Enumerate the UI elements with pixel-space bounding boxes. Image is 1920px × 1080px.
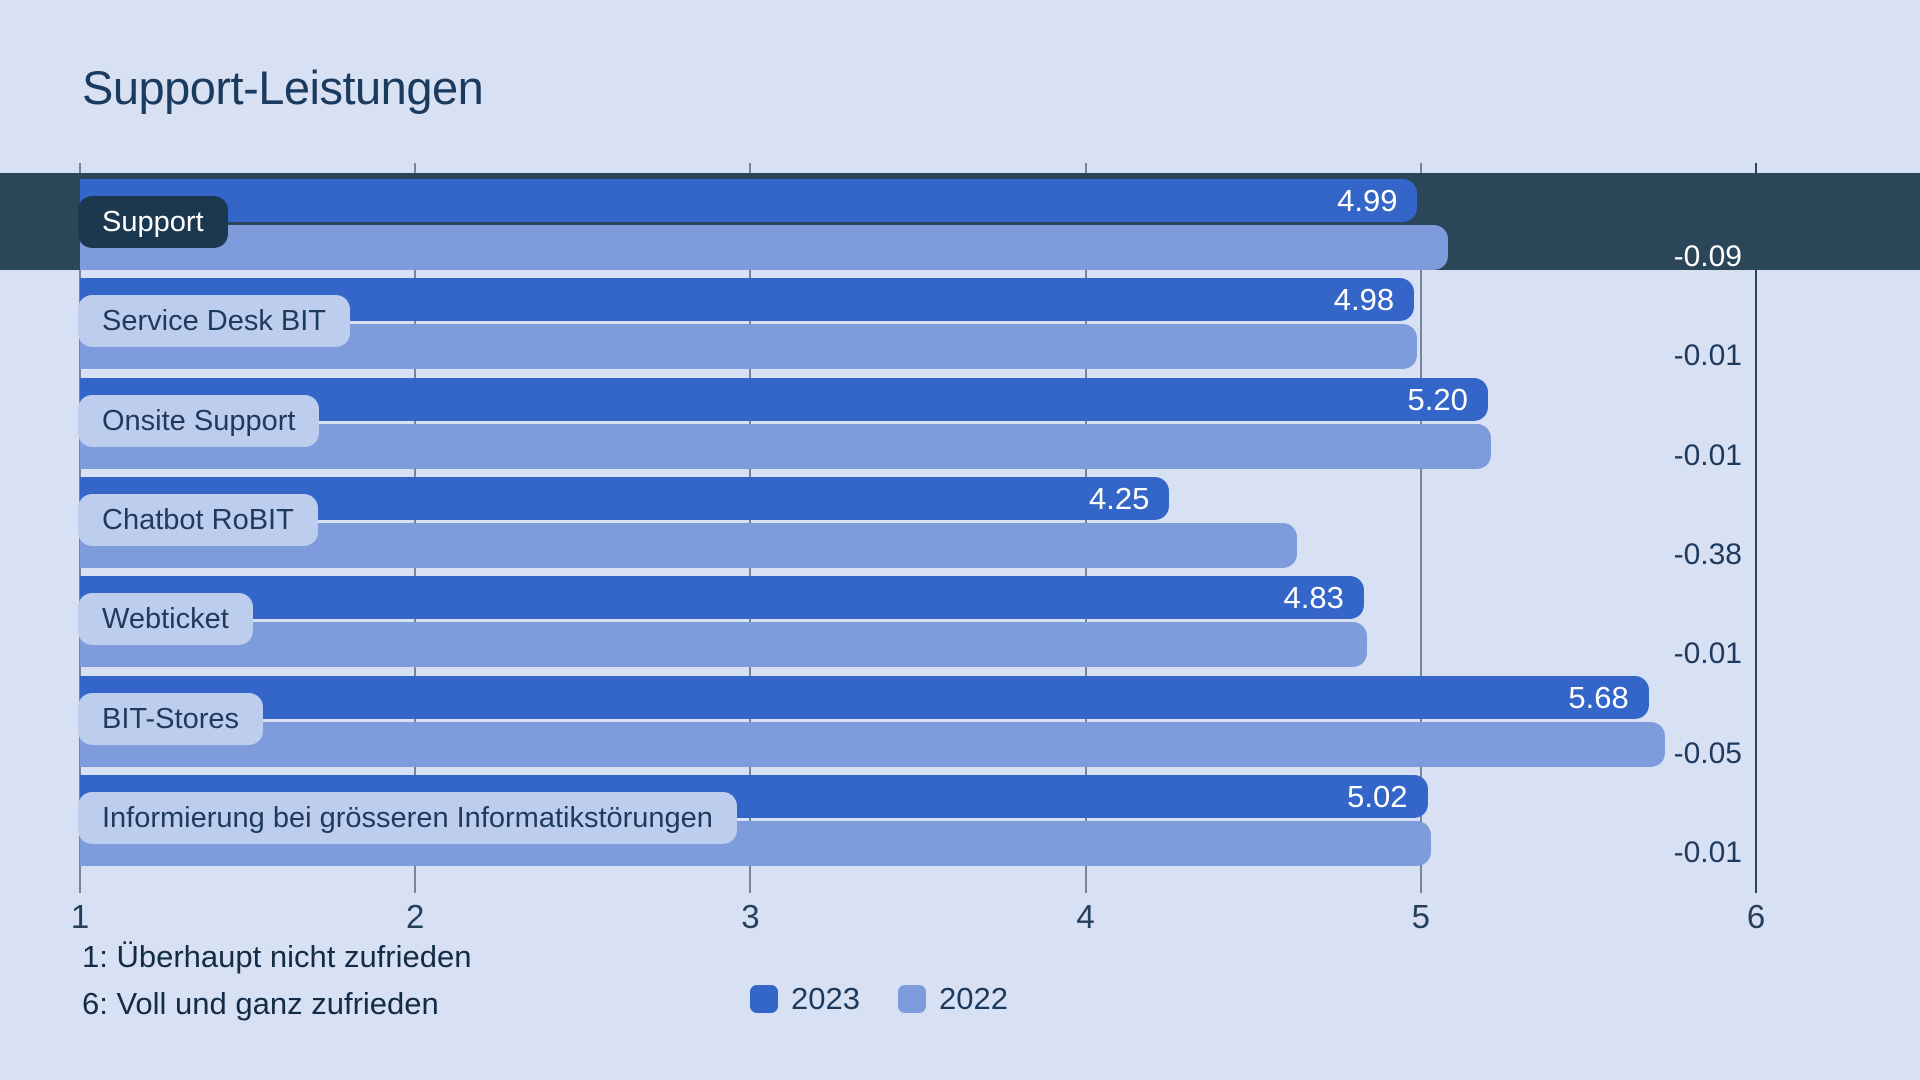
bar-value-label: 4.25 bbox=[1089, 480, 1150, 516]
category-label: Onsite Support bbox=[78, 394, 320, 447]
chart-row: 5.68 BIT-Stores -0.05 bbox=[0, 670, 1920, 769]
diff-label: -0.38 bbox=[1673, 537, 1742, 571]
diff-label: -0.01 bbox=[1673, 637, 1742, 671]
chart-legend: 2023 2022 bbox=[750, 981, 1008, 1017]
legend-label-2023: 2023 bbox=[791, 981, 860, 1016]
axis-line bbox=[1755, 163, 1757, 893]
x-tick-label: 4 bbox=[1076, 898, 1095, 935]
category-label: Webticket bbox=[78, 593, 253, 646]
x-axis: 1 2 3 4 5 6 bbox=[0, 898, 1920, 938]
legend-swatch-2023-icon bbox=[750, 985, 778, 1013]
bar-value-label: 5.02 bbox=[1347, 778, 1408, 814]
x-tick-label: 6 bbox=[1746, 898, 1766, 935]
chart-row: 5.02 Informierung bei grösseren Informati… bbox=[0, 769, 1920, 868]
scale-notes: 1: Überhaupt nicht zufrieden 6: Voll und… bbox=[82, 933, 471, 1027]
diff-label: -0.09 bbox=[1673, 240, 1742, 273]
bar-value-label: 4.83 bbox=[1283, 580, 1344, 616]
diff-label: -0.01 bbox=[1673, 438, 1742, 472]
chart-row: 4.98 Service Desk BIT -0.01 bbox=[0, 272, 1920, 371]
bar-chart: 4.99 Support -0.09 4.98 Service Desk BIT -0.0… bbox=[0, 163, 1920, 893]
bar-2023: 4.83 bbox=[80, 576, 1364, 620]
category-label: Chatbot RoBIT bbox=[78, 493, 318, 546]
legend-label-2022: 2022 bbox=[938, 981, 1008, 1016]
legend-item-2022: 2022 bbox=[897, 981, 1008, 1017]
category-label: Service Desk BIT bbox=[78, 295, 350, 348]
scale-note-max: 6: Voll und ganz zufrieden bbox=[82, 986, 439, 1021]
category-label: Support bbox=[78, 196, 228, 248]
x-tick-label: 3 bbox=[741, 898, 760, 935]
gridline-5 bbox=[1419, 163, 1422, 893]
chart-row: 4.25 Chatbot RoBIT -0.38 bbox=[0, 471, 1920, 570]
diff-label: -0.05 bbox=[1673, 736, 1742, 770]
bar-value-label: 4.98 bbox=[1333, 282, 1395, 318]
bar-2022 bbox=[80, 721, 1666, 767]
bar-value-label: 5.20 bbox=[1407, 381, 1468, 417]
category-label: BIT-Stores bbox=[78, 692, 263, 745]
bar-2023: 4.99 bbox=[80, 179, 1418, 222]
diff-label: -0.01 bbox=[1673, 339, 1742, 373]
chart-row: 4.83 Webticket -0.01 bbox=[0, 570, 1920, 669]
bar-value-label: 5.68 bbox=[1568, 679, 1629, 715]
bar-2022 bbox=[80, 225, 1448, 270]
diff-label: -0.01 bbox=[1673, 835, 1742, 869]
chart-row: 5.20 Onsite Support -0.01 bbox=[0, 372, 1920, 471]
x-tick-label: 1 bbox=[70, 898, 90, 935]
page-title: Support-Leistungen bbox=[82, 61, 484, 114]
x-tick-label: 2 bbox=[406, 898, 425, 935]
x-tick-label: 5 bbox=[1411, 898, 1430, 935]
legend-item-2023: 2023 bbox=[750, 981, 860, 1017]
bar-2022 bbox=[80, 622, 1368, 668]
legend-swatch-2022-icon bbox=[897, 985, 926, 1013]
scale-note-min: 1: Überhaupt nicht zufrieden bbox=[82, 939, 472, 974]
bar-value-label: 4.99 bbox=[1337, 183, 1398, 218]
category-label: Informierung bei grösseren Informatikstö… bbox=[78, 791, 737, 844]
bar-2023: 5.68 bbox=[80, 675, 1649, 719]
chart-row: 4.99 Support -0.09 bbox=[0, 173, 1920, 272]
